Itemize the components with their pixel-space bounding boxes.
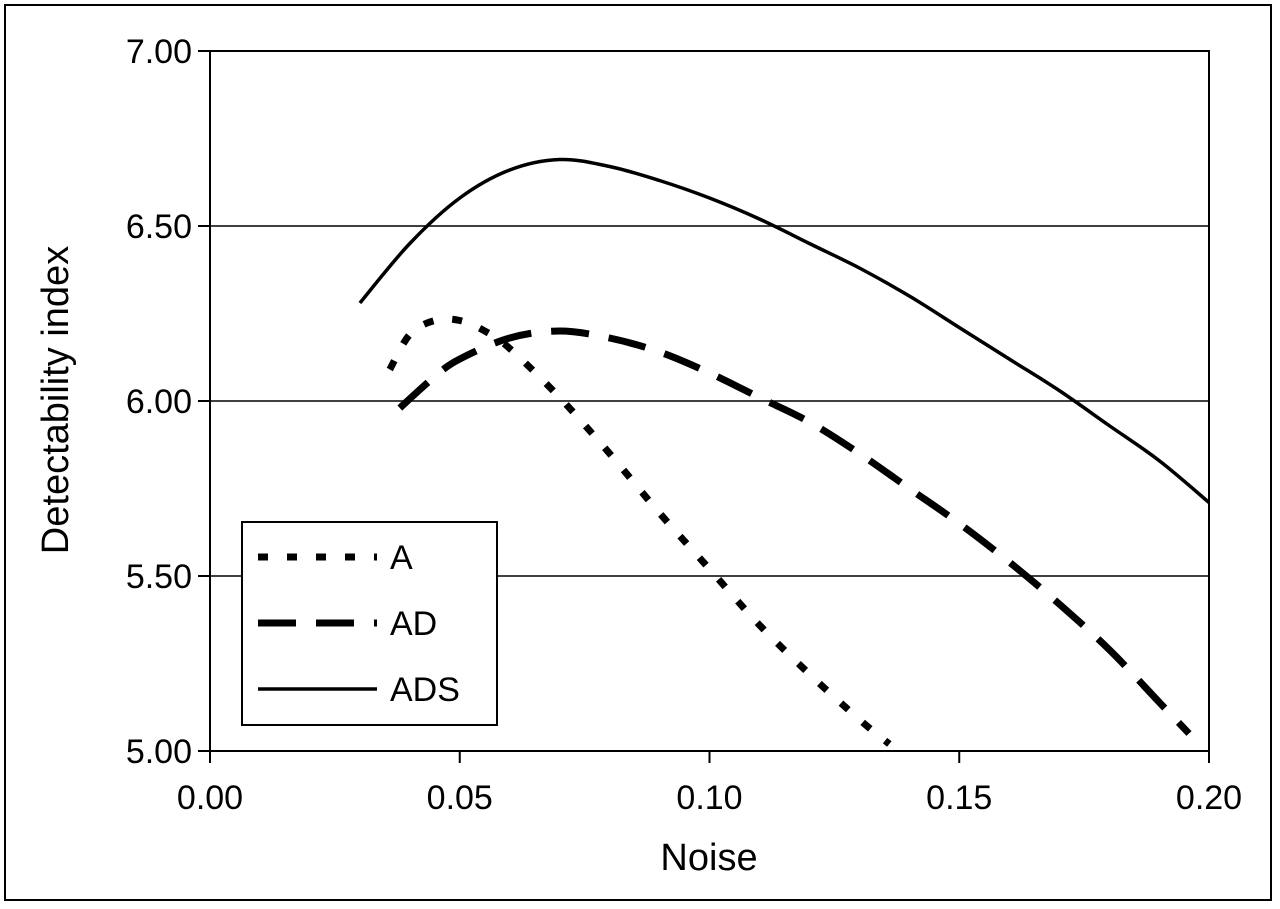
x-tick-label: 0.00 — [177, 779, 243, 817]
series-layer — [358, 157, 1211, 747]
y-axis-title: Detectability index — [35, 246, 77, 554]
x-tick-labels: 0.00 0.05 0.10 0.15 0.20 — [177, 751, 1242, 817]
legend: A AD ADS — [241, 521, 498, 726]
series-line-ad — [397, 327, 1192, 736]
series-line-a — [386, 315, 892, 747]
legend-label-ad: AD — [390, 605, 437, 643]
y-tick-label: 5.50 — [126, 558, 192, 596]
y-tick-label: 5.00 — [126, 733, 192, 771]
y-tick-label: 6.50 — [126, 208, 192, 246]
series-line-ads — [358, 157, 1211, 504]
x-tick-label: 0.05 — [427, 779, 493, 817]
legend-label-ads: ADS — [390, 671, 460, 709]
y-tick-labels: 5.00 5.50 6.00 6.50 7.00 — [126, 33, 210, 771]
x-axis-title: Noise — [660, 837, 757, 879]
x-tick-label: 0.15 — [926, 779, 992, 817]
x-tick-label: 0.10 — [676, 779, 742, 817]
y-tick-label: 6.00 — [126, 383, 192, 421]
x-tick-label: 0.20 — [1176, 779, 1242, 817]
legend-label-a: A — [390, 539, 413, 577]
y-tick-label: 7.00 — [126, 33, 192, 71]
